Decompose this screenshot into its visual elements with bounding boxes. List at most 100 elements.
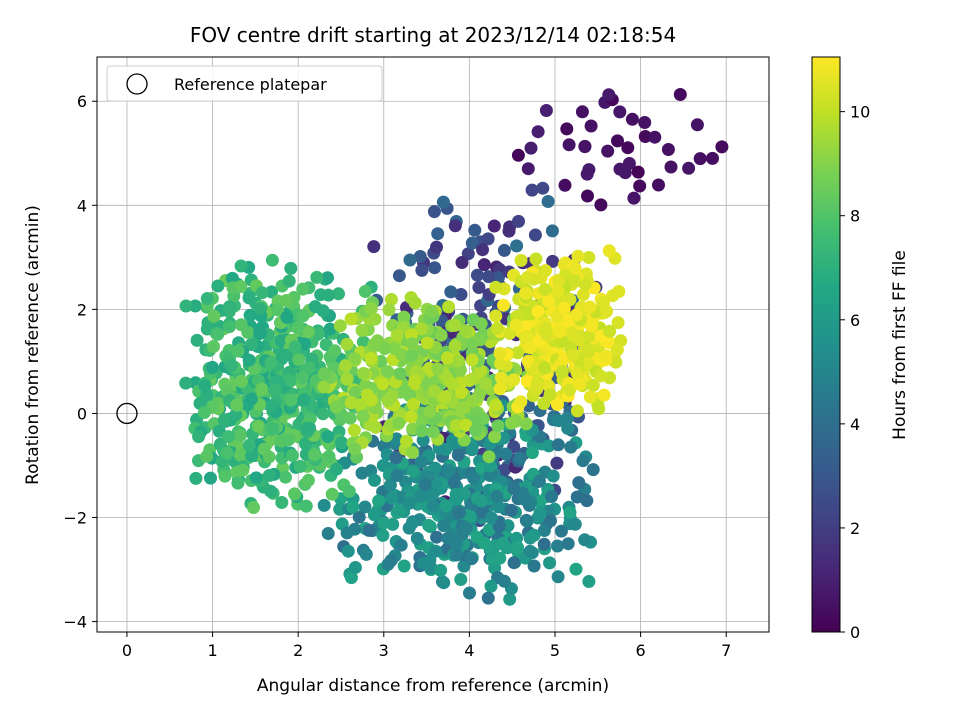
data-point (255, 286, 269, 300)
data-point (582, 575, 596, 588)
y-tick-label: −2 (63, 509, 87, 528)
data-point (610, 343, 624, 357)
data-point (570, 404, 584, 418)
data-point (217, 413, 231, 427)
data-point (431, 362, 445, 376)
data-point (566, 348, 580, 362)
data-point (434, 328, 448, 342)
data-point (631, 165, 645, 179)
data-point (465, 443, 479, 457)
colorbar-tick-label: 8 (850, 207, 860, 226)
data-point (511, 540, 524, 554)
data-point (425, 488, 439, 501)
data-point (504, 503, 518, 517)
data-point (348, 385, 362, 399)
data-point (243, 308, 257, 322)
data-point (307, 448, 321, 462)
data-point (481, 232, 495, 246)
data-point (254, 326, 267, 340)
data-point (571, 367, 584, 380)
data-point (346, 500, 360, 514)
data-point (233, 428, 247, 442)
data-point (609, 355, 623, 369)
legend-marker (126, 73, 148, 95)
data-point (397, 310, 411, 324)
data-point (234, 259, 248, 273)
y-axis-ticks: −4 −2 0 2 4 6 (63, 92, 97, 632)
x-axis-label: Angular distance from reference (arcmin) (257, 676, 609, 696)
data-point (244, 338, 258, 352)
data-point (342, 484, 356, 498)
data-point (282, 433, 296, 447)
data-point (189, 471, 203, 485)
data-point (392, 504, 406, 518)
data-point (514, 253, 528, 267)
data-point (585, 319, 599, 333)
data-point (414, 455, 428, 469)
data-point (509, 318, 523, 332)
data-point (430, 530, 444, 544)
data-point (437, 576, 451, 590)
data-point (381, 365, 394, 378)
data-point (602, 88, 616, 102)
data-point (690, 118, 704, 132)
data-point (230, 465, 243, 479)
data-point (423, 520, 437, 534)
data-point (489, 309, 503, 323)
data-point (601, 144, 615, 158)
data-point (405, 349, 418, 363)
data-point (603, 324, 617, 338)
data-point (561, 537, 575, 551)
data-point (621, 141, 635, 155)
data-point (398, 384, 412, 398)
colorbar-tick-label: 2 (850, 519, 860, 538)
data-point (573, 377, 587, 391)
data-point (229, 408, 243, 422)
data-point (521, 354, 535, 368)
x-tick-label: 3 (379, 641, 389, 660)
data-point (541, 195, 555, 208)
data-point (333, 502, 347, 516)
data-point (537, 397, 551, 410)
data-point (497, 243, 511, 257)
data-point (410, 531, 424, 545)
data-point (586, 378, 600, 392)
data-point (554, 524, 568, 538)
x-tick-label: 7 (721, 641, 731, 660)
data-point (529, 252, 543, 266)
data-point (661, 143, 675, 156)
data-point (484, 511, 498, 525)
data-point (521, 162, 535, 176)
data-point (582, 345, 595, 359)
data-point (262, 469, 276, 482)
data-point (572, 476, 586, 490)
data-point (463, 586, 476, 600)
data-point (416, 556, 430, 570)
data-point (562, 138, 576, 152)
data-point (372, 494, 386, 508)
data-point (200, 449, 214, 463)
data-point (544, 514, 557, 528)
data-point (255, 382, 269, 396)
data-point (497, 298, 510, 312)
data-point (204, 471, 217, 485)
data-point (408, 296, 422, 310)
data-point (523, 341, 537, 354)
data-point (299, 437, 312, 451)
data-point (301, 473, 315, 487)
data-point (400, 434, 413, 448)
data-point (284, 393, 298, 407)
data-point (578, 533, 592, 547)
data-point (612, 285, 626, 298)
y-tick-label: 6 (77, 92, 87, 111)
data-point (539, 264, 552, 278)
x-tick-label: 5 (550, 641, 560, 660)
x-tick-label: 1 (207, 641, 217, 660)
data-point (339, 359, 352, 373)
data-point (340, 372, 354, 386)
data-point (358, 500, 372, 514)
data-point (527, 559, 541, 573)
data-point (377, 516, 391, 530)
data-point (358, 285, 372, 298)
data-point (223, 300, 237, 314)
